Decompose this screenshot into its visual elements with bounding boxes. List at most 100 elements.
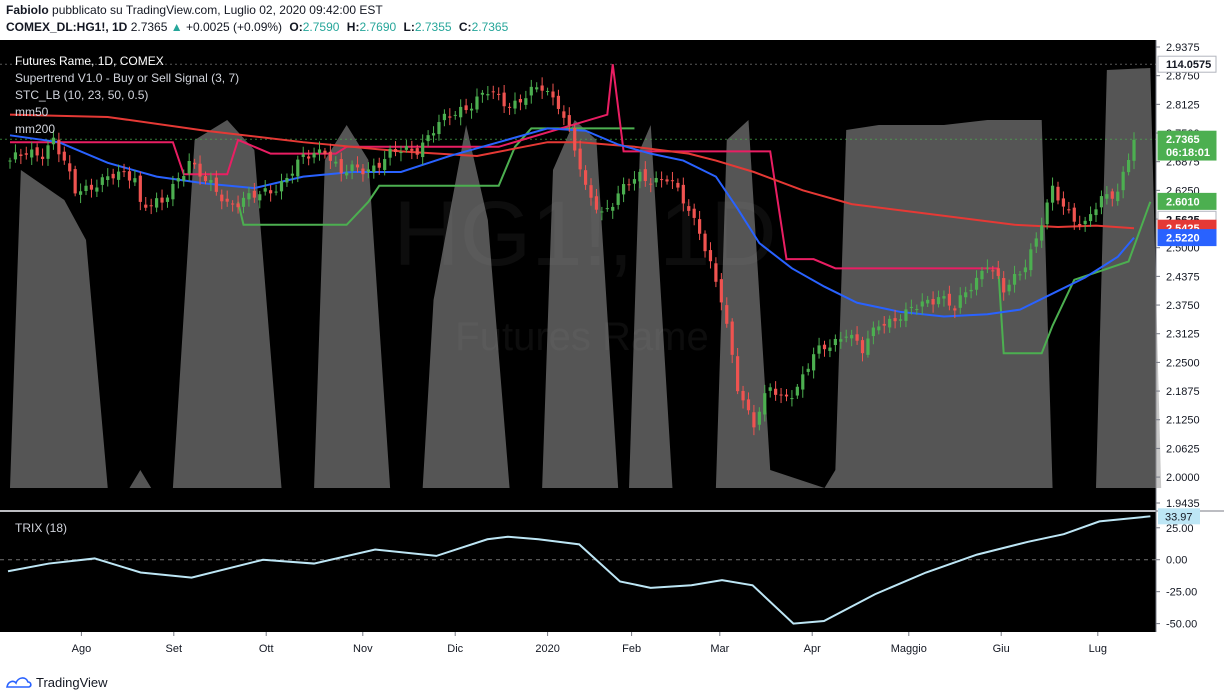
candle [236,195,240,214]
candle [160,189,164,211]
time-tick-label: Apr [804,643,821,655]
candle [801,366,805,398]
candle-body [573,128,577,151]
candle [926,295,930,308]
candle [583,165,588,190]
chart-header: Fabiolo pubblicato su TradingView.com, L… [6,3,1216,41]
candle [888,315,892,333]
candle [355,156,360,173]
price-badge-label: 114.0575 [1166,59,1211,71]
candle [437,114,441,141]
candle-body [84,185,88,192]
candle-body [1045,202,1049,225]
price-change: +0.0025 (+0.09%) [185,20,283,34]
candle [1116,183,1120,206]
trix-pane-label[interactable]: TRIX (18) [15,521,68,535]
candle-body [421,142,425,158]
candle [953,305,957,319]
candle [241,191,246,214]
price-badge: 2.5220 [1157,229,1217,247]
candle [122,163,126,178]
chart-legend: Futures Rame, 1D, COMEX Supertrend V1.0 … [15,53,315,138]
candle [1072,203,1076,230]
candle [1012,265,1017,293]
candle [687,199,691,216]
candle-body [790,398,794,400]
time-axis: Ago Set Ott Nov Dic 2020 Feb Mar Apr Maggio Giu Lug [72,632,1107,655]
candle [84,179,88,196]
price-tick-label: 2.4375 [1166,271,1200,283]
candle [127,166,132,189]
candle [1083,216,1087,232]
close-value: 2.7365 [471,20,509,34]
candle [752,404,756,436]
candle-body [507,106,512,108]
candle-body [621,184,626,195]
trix-tick-label: 25.00 [1166,523,1194,535]
candle-body [1018,274,1022,276]
candle-body [545,91,550,93]
candle [779,387,783,404]
candle-body [1012,274,1017,285]
legend-mm50[interactable]: mm50 [15,105,49,119]
legend-stc[interactable]: STC_LB (10, 23, 50, 0.5) [15,88,149,102]
candle-body [138,175,142,202]
symbol-label: COMEX_DL:HG1!, 1D [6,20,128,34]
candle [882,316,886,334]
candle-body [518,98,523,103]
price-tick-label: 1.9435 [1166,498,1200,510]
legend-mm200[interactable]: mm200 [15,122,56,136]
price-tick-label: 2.9375 [1166,42,1200,54]
candle [8,157,12,169]
candle [176,172,180,189]
candle-body [279,181,284,192]
candle [638,169,642,189]
chart-canvas[interactable]: HG1!, 1D Futures Rame 2.93752.87502.8125… [0,40,1224,670]
candle-body [855,334,859,341]
candle [68,155,72,180]
candle-body [931,298,935,305]
candle [334,156,338,167]
candle [95,179,99,198]
candle [182,169,186,187]
candle [611,203,615,219]
candle [605,199,609,212]
candle [404,140,408,153]
candle [1078,215,1082,231]
price-badge-box [1157,192,1217,210]
time-tick-label: Nov [353,643,373,655]
time-tick-label: Ott [259,643,274,655]
candle [974,270,979,296]
candle [214,170,218,196]
candle [947,285,951,311]
candle [328,143,332,169]
candle [763,384,767,422]
candle-body [551,91,555,98]
candle [138,171,142,211]
candle [627,178,631,191]
candle-body [328,151,332,161]
candle-body [795,386,799,396]
candle-body [540,85,544,91]
supertrend-up-segment-2 [997,201,1152,355]
candle-body [953,308,957,311]
candle [877,320,881,335]
candle-body [1002,278,1006,293]
candle-body [708,250,713,262]
candle [654,171,658,187]
candle-body [165,197,170,202]
candle [904,302,908,328]
publish-info: pubblicato su TradingView.com, Luglio 02… [52,3,383,17]
price-badge-box [1157,55,1217,73]
tradingview-footer[interactable]: TradingView [6,672,108,692]
candle [964,286,968,305]
legend-supertrend[interactable]: Supertrend V1.0 - Buy or Sell Signal (3,… [15,71,240,85]
candle [51,130,56,150]
candle [111,168,115,185]
candle-body [529,86,533,96]
candle-body [176,178,180,182]
candle-body [839,339,843,342]
high-value: 2.7690 [359,20,397,34]
candle-body [106,176,110,180]
candle-body [393,149,398,153]
